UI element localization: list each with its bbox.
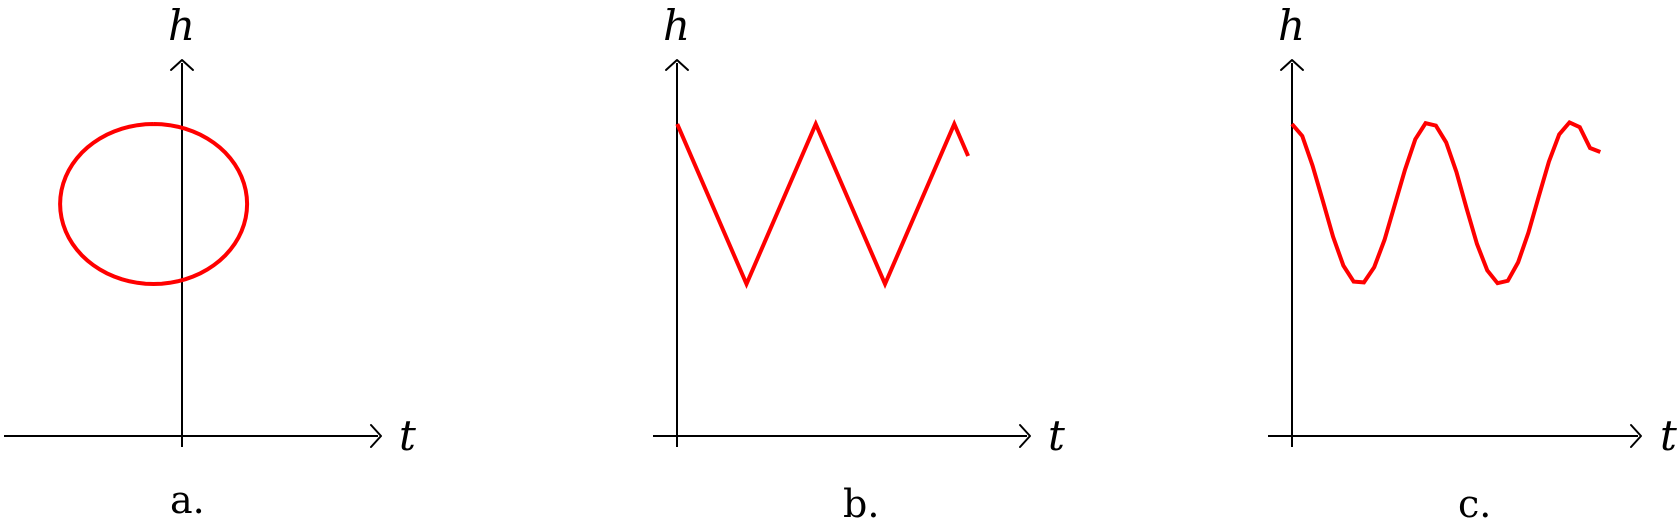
panel-label-b: b. [843, 482, 879, 525]
h-axis-arrow [665, 59, 689, 71]
t-axis-arrow [1019, 424, 1031, 448]
panel-label-c: c. [1458, 482, 1491, 525]
panel-label-a: a. [170, 478, 205, 522]
t-axis-label: t [399, 411, 416, 460]
h-axis-arrow [170, 59, 194, 71]
t-axis-label: t [1048, 411, 1065, 460]
circle-curve [58, 122, 250, 287]
h-axis-label: h [663, 1, 690, 50]
h-axis-arrow [1280, 59, 1304, 71]
triangle-wave-curve [675, 118, 970, 290]
t-axis-label: t [1660, 411, 1677, 460]
t-axis-arrow [1630, 424, 1642, 448]
panel-b: t h b. [653, 1, 1065, 525]
t-axis-arrow [370, 424, 382, 448]
sine-wave-curve [1290, 119, 1602, 286]
panel-a: t h a. [4, 1, 416, 522]
h-axis-label: h [168, 1, 195, 50]
panel-c: t h c. [1268, 1, 1677, 525]
h-axis-label: h [1278, 1, 1305, 50]
